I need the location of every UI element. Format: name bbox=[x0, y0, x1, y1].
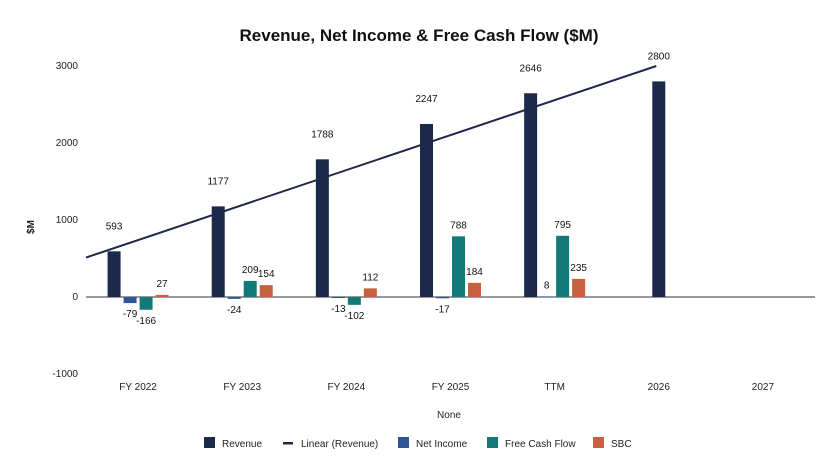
x-tick-label: FY 2024 bbox=[328, 382, 366, 393]
data-label: 2646 bbox=[520, 63, 543, 74]
bar-revenue bbox=[652, 81, 666, 298]
data-label: 2247 bbox=[415, 94, 438, 105]
bar-net-income bbox=[331, 297, 345, 299]
bar-free-cash-flow bbox=[243, 280, 257, 297]
data-label: 235 bbox=[570, 263, 587, 274]
data-label: -13 bbox=[331, 304, 346, 315]
y-tick-label: 3000 bbox=[56, 61, 79, 72]
legend-label: Revenue bbox=[222, 439, 262, 450]
bar-revenue bbox=[211, 206, 225, 297]
y-tick-label: 0 bbox=[72, 292, 78, 303]
data-label: 593 bbox=[106, 221, 123, 232]
x-tick-label: FY 2025 bbox=[432, 382, 470, 393]
data-label: -17 bbox=[435, 304, 450, 315]
bar-free-cash-flow bbox=[139, 297, 153, 310]
legend-swatch-trendline bbox=[283, 442, 293, 445]
data-label: 184 bbox=[466, 267, 483, 278]
plot-area: -1000 0 1000 2000 3000 FY 2022 FY 2023 FY 2024 F… bbox=[52, 51, 815, 393]
trendline-revenue bbox=[85, 65, 657, 259]
data-label: 1788 bbox=[311, 129, 334, 140]
data-label: 2800 bbox=[648, 51, 671, 62]
legend-swatch-net-income bbox=[398, 437, 409, 448]
data-label: 209 bbox=[242, 265, 259, 276]
legend-swatch-sbc bbox=[593, 437, 604, 448]
data-label: -79 bbox=[123, 309, 138, 320]
bar-revenue bbox=[315, 159, 329, 297]
data-label: 154 bbox=[258, 269, 275, 280]
bar-sbc bbox=[572, 278, 586, 297]
data-label: -166 bbox=[136, 316, 156, 327]
data-label: 795 bbox=[554, 220, 571, 231]
data-label: 1177 bbox=[207, 176, 229, 187]
y-tick-label: 2000 bbox=[56, 138, 79, 149]
y-tick-label: 1000 bbox=[56, 215, 79, 226]
bar-net-income bbox=[227, 297, 241, 299]
legend: Revenue Linear (Revenue) Net Income Free Ca… bbox=[204, 437, 632, 450]
legend-label: Net Income bbox=[416, 439, 468, 450]
bar-free-cash-flow bbox=[347, 297, 361, 305]
bar-revenue bbox=[524, 93, 538, 298]
x-tick-label: FY 2022 bbox=[119, 382, 157, 393]
data-label: 27 bbox=[157, 279, 169, 290]
data-label: 112 bbox=[362, 272, 378, 283]
x-tick-label: 2026 bbox=[648, 382, 671, 393]
x-tick-label: 2027 bbox=[752, 382, 775, 393]
data-label: 8 bbox=[544, 280, 550, 291]
data-label: -24 bbox=[227, 305, 242, 316]
bar-net-income bbox=[436, 297, 449, 299]
legend-label: Linear (Revenue) bbox=[301, 439, 378, 450]
bar-free-cash-flow bbox=[556, 235, 570, 297]
bar-sbc bbox=[363, 288, 377, 297]
legend-label: SBC bbox=[611, 439, 632, 450]
bar-sbc bbox=[259, 285, 273, 297]
y-tick-label: -1000 bbox=[52, 369, 78, 380]
bar-net-income bbox=[123, 297, 137, 304]
data-label: 788 bbox=[450, 220, 467, 231]
bar-revenue bbox=[107, 251, 121, 297]
bar-revenue bbox=[420, 123, 433, 297]
legend-swatch-free-cash-flow bbox=[487, 437, 498, 448]
x-tick-label: FY 2023 bbox=[223, 382, 261, 393]
bar-free-cash-flow bbox=[452, 236, 465, 297]
bar-sbc bbox=[155, 294, 169, 297]
legend-swatch-revenue bbox=[204, 437, 215, 448]
bar-net-income bbox=[540, 296, 554, 298]
legend-label: Free Cash Flow bbox=[505, 439, 576, 450]
chart-title: Revenue, Net Income & Free Cash Flow ($M… bbox=[240, 26, 599, 45]
data-label: -102 bbox=[344, 311, 364, 322]
x-axis-title: None bbox=[437, 410, 461, 421]
x-tick-label: TTM bbox=[544, 382, 565, 393]
y-axis-title: $M bbox=[26, 220, 37, 234]
bar-sbc bbox=[468, 282, 481, 297]
